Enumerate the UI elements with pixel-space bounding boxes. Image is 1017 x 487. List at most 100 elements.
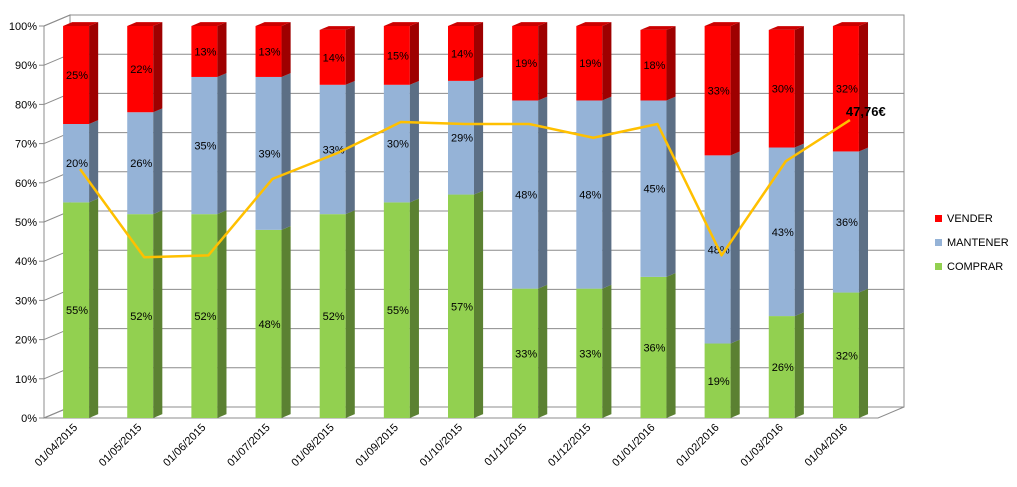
segment-label-vender: 15% [387, 50, 409, 62]
bar-stack-01-09-2015 [383, 22, 419, 418]
bar-segment-vender [832, 26, 859, 152]
legend-swatch [935, 239, 942, 246]
bar-side-vender [345, 26, 355, 85]
bar-segment-comprar [127, 214, 154, 418]
y-tick-label: 100% [9, 21, 37, 33]
price-end-label: 47,76€ [846, 104, 886, 119]
bar-top-vender [768, 26, 804, 30]
y-tick-label: 20% [15, 335, 37, 347]
bar-top-vender [512, 22, 548, 26]
bar-segment-vender [704, 26, 731, 156]
y-axis-tick-labels: 0% 10% 20% 30% 40% 50% 60% 70% 80% 90% 100% [9, 21, 37, 425]
legend-item-vender: VENDER [935, 213, 993, 225]
bar-segment-comprar [63, 202, 90, 418]
segment-label-comprar: 36% [643, 342, 665, 354]
segment-label-vender: 32% [836, 84, 858, 96]
bar-side-mantener [602, 96, 612, 289]
legend: VENDER MANTENER COMPRAR [935, 213, 1009, 273]
legend-item-comprar: COMPRAR [935, 261, 1003, 273]
bar-segment-vender [127, 26, 154, 113]
bar-side-mantener [281, 73, 291, 230]
y-tick-label: 40% [15, 256, 37, 268]
bar-segment-vender [448, 26, 474, 81]
bar-side-comprar [666, 273, 676, 418]
bar-segment-vender [383, 26, 410, 85]
segment-label-mantener: 26% [130, 158, 152, 170]
segment-label-vender: 19% [515, 58, 537, 70]
segment-label-comprar: 52% [194, 311, 216, 323]
segment-label-comprar: 48% [259, 319, 281, 331]
x-tick-label: 01/08/2015 [289, 422, 336, 469]
bar-top-vender [704, 22, 740, 26]
bar-side-vender [602, 22, 612, 101]
bar-top-vender [832, 22, 869, 26]
bar-segment-comprar [832, 292, 859, 418]
bar-stack-01-04-2016 [832, 22, 869, 418]
segment-label-vender: 14% [323, 52, 345, 64]
y-tick-label: 60% [15, 178, 37, 190]
bar-top-vender [63, 22, 99, 26]
bar-side-comprar [217, 210, 227, 418]
bar-segment-vender [63, 26, 90, 124]
bar-side-vender [794, 26, 804, 148]
bar-segment-vender [576, 26, 603, 101]
bar-segment-mantener [576, 100, 603, 289]
bar-segment-mantener [63, 124, 90, 203]
segment-label-vender: 25% [66, 70, 88, 82]
bar-segment-comprar [512, 288, 539, 418]
bar-side-vender [730, 22, 740, 156]
bar-stack-01-02-2016 [704, 22, 740, 418]
y-tick-label: 30% [15, 295, 37, 307]
y-tick-label: 10% [15, 374, 37, 386]
bar-side-mantener [666, 96, 676, 277]
bar-side-comprar [730, 339, 740, 418]
y-tick-label: 90% [15, 60, 37, 72]
bar-side-vender [409, 22, 419, 85]
x-tick-label: 01/10/2015 [418, 422, 465, 469]
segment-label-comprar: 32% [836, 350, 858, 362]
bar-side-mantener [89, 120, 99, 203]
segment-label-vender: 19% [579, 58, 601, 70]
bar-side-mantener [153, 108, 163, 215]
segment-label-comprar: 55% [66, 305, 88, 317]
x-tick-label: 01/05/2015 [97, 422, 144, 469]
bar-segment-comprar [255, 229, 282, 418]
bar-segment-comprar [704, 343, 731, 418]
legend-swatch [935, 215, 942, 222]
bar-stack-01-10-2015 [448, 22, 484, 418]
bar-side-mantener [217, 73, 227, 215]
bar-top-vender [448, 22, 484, 26]
bar-side-vender [474, 22, 484, 81]
segment-label-mantener: 43% [772, 227, 794, 239]
segment-label-vender: 22% [130, 64, 152, 76]
bar-top-vender [255, 22, 291, 26]
bar-stack-01-08-2015 [319, 26, 355, 418]
bar-side-vender [153, 22, 163, 113]
y-tick-label: 0% [21, 413, 37, 425]
segment-label-vender: 30% [772, 84, 794, 96]
x-tick-label: 01/06/2015 [161, 422, 208, 469]
x-tick-label: 01/04/2016 [803, 422, 850, 469]
bar-segment-mantener [640, 100, 667, 277]
bar-side-comprar [794, 312, 804, 418]
bar-top-vender [319, 26, 355, 30]
bar-segment-mantener [448, 80, 474, 195]
bar-segment-vender [640, 29, 667, 101]
segment-label-vender: 18% [643, 60, 665, 72]
x-tick-label: 01/12/2015 [546, 422, 593, 469]
bar-side-comprar [153, 210, 163, 418]
segment-label-comprar: 52% [130, 311, 152, 323]
bar-side-vender [538, 22, 548, 101]
bar-segment-comprar [448, 194, 474, 418]
bar-side-mantener [409, 80, 419, 203]
bar-top-vender [127, 22, 163, 26]
bar-side-comprar [345, 210, 355, 418]
bar-segment-comprar [576, 288, 603, 418]
bar-side-mantener [794, 143, 804, 317]
x-tick-label: 01/11/2015 [482, 422, 529, 469]
bar-side-comprar [538, 284, 548, 418]
bar-segment-vender [255, 26, 282, 77]
segment-label-comprar: 33% [579, 348, 601, 360]
y-tick-label: 80% [15, 99, 37, 111]
price-line: 47,76€ [79, 104, 886, 259]
